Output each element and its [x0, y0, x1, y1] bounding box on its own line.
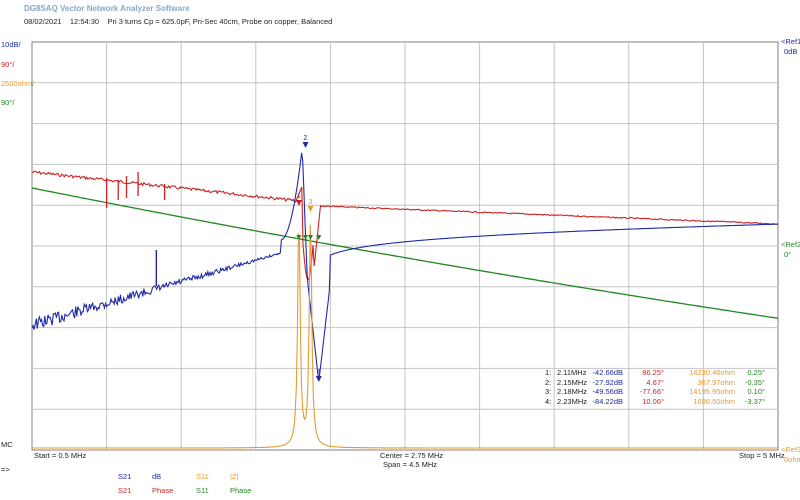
marker-2-freq: 2.15MHz	[557, 377, 588, 387]
marker-1-db: -42.66dB	[592, 368, 623, 377]
marker-1-icon	[295, 200, 302, 206]
marker-4-s11-phase-icon	[316, 235, 322, 240]
marker-3-db: -49.56dB	[592, 387, 623, 396]
arrow-label: =>	[1, 465, 10, 474]
ref3-value: 0ohm	[784, 455, 800, 464]
scale-label-s21-phase: 90°/	[1, 60, 15, 69]
plot-grid	[31, 41, 779, 451]
time-stamp: 12:54:30	[69, 17, 100, 26]
marker-4-s11phase: -3.37°	[744, 396, 765, 406]
marker-2-num: 2:	[545, 377, 552, 387]
ref1-label[interactable]: <Ref1	[781, 37, 800, 46]
start-frequency: Start = 0.5 MHz	[34, 451, 87, 460]
legend-s21-phase[interactable]: S21 Phase	[118, 486, 174, 495]
marker-3-num: 3:	[545, 387, 552, 396]
marker-1-freq: 2.11MHz	[557, 368, 587, 377]
mc-label: MC	[1, 440, 13, 449]
scale-label-s11-phase: 90°/	[1, 98, 15, 107]
marker-3-s11-phase-icon	[308, 235, 314, 240]
plot-traces	[31, 152, 779, 449]
marker-2-s11-phase-icon	[303, 235, 309, 240]
marker-4-phase: 10.06°	[642, 396, 664, 406]
marker-1-z: 14230.46ohm	[689, 368, 735, 377]
marker-3-freq: 2.18MHz	[557, 387, 588, 396]
center-frequency: Center = 2.75 MHz	[380, 451, 444, 460]
ref1-value: 0dB	[784, 47, 798, 56]
marker-4-icon	[315, 376, 322, 382]
legend-s11-z[interactable]: S11 |Z|	[196, 472, 239, 481]
scale-label-s11-z: 2500ohm/	[1, 79, 35, 88]
marker-3-s11phase: 0.10°	[747, 387, 765, 396]
marker-3-label: 3	[309, 199, 313, 206]
measurement-header: 08/02/2021 12:54:30 Pri 3 turns Cp = 625…	[24, 17, 332, 26]
marker-4-label: 4	[317, 369, 321, 376]
legend-s11-phase[interactable]: S11 Phase	[196, 486, 252, 495]
marker-4-db: -84.22dB	[592, 396, 623, 406]
marker-3-z: 14195.95ohm	[689, 387, 735, 396]
marker-4-num: 4:	[545, 396, 552, 406]
marker-3-icon	[307, 206, 314, 212]
marker-1-s11phase: 0.25°	[747, 368, 765, 377]
marker-2-s11phase: -0.35°	[744, 377, 765, 387]
scale-label-s21-db: 10dB/	[1, 40, 21, 49]
marker-1-num: 1:	[545, 368, 552, 377]
ref2-label[interactable]: <Ref2	[781, 240, 800, 249]
plot-markers: 1 2 3 4	[295, 135, 322, 382]
trace-s21-db	[31, 152, 778, 381]
trace-s21-phase	[31, 170, 779, 282]
ref2-value: 0°	[784, 250, 792, 259]
trace-s11-phase	[31, 187, 779, 319]
marker-3-phase: -77.66°	[639, 387, 664, 396]
legend-s21-db[interactable]: S21 dB	[118, 472, 162, 481]
marker-1-s11-phase-icon	[296, 235, 302, 240]
app-title: DG8SAQ Vector Network Analyzer Software	[24, 4, 190, 13]
marker-2-label: 2	[304, 135, 308, 142]
marker-2-icon	[302, 142, 309, 148]
marker-2-db: -27.92dB	[592, 377, 623, 387]
marker-4-z: 1696.50ohm	[693, 396, 735, 406]
marker-1-phase: 86.25°	[642, 368, 664, 377]
marker-4-freq: 2.23MHz	[557, 396, 588, 406]
ref3-label[interactable]: <Ref3	[781, 445, 800, 454]
stop-frequency: Stop = 5 MHz	[739, 451, 785, 460]
marker-2-z: 367.97ohm	[697, 377, 735, 387]
trace-s11-z	[32, 224, 778, 449]
measurement-description: Pri 3 turns Cp = 625.0pF, Pri-Sec 40cm, …	[107, 17, 333, 26]
span-frequency: Span = 4.5 MHz	[383, 460, 437, 469]
marker-2-phase: 4.67°	[646, 377, 664, 387]
date-stamp: 08/02/2021	[24, 17, 62, 26]
marker-1-label: 1	[297, 193, 301, 200]
